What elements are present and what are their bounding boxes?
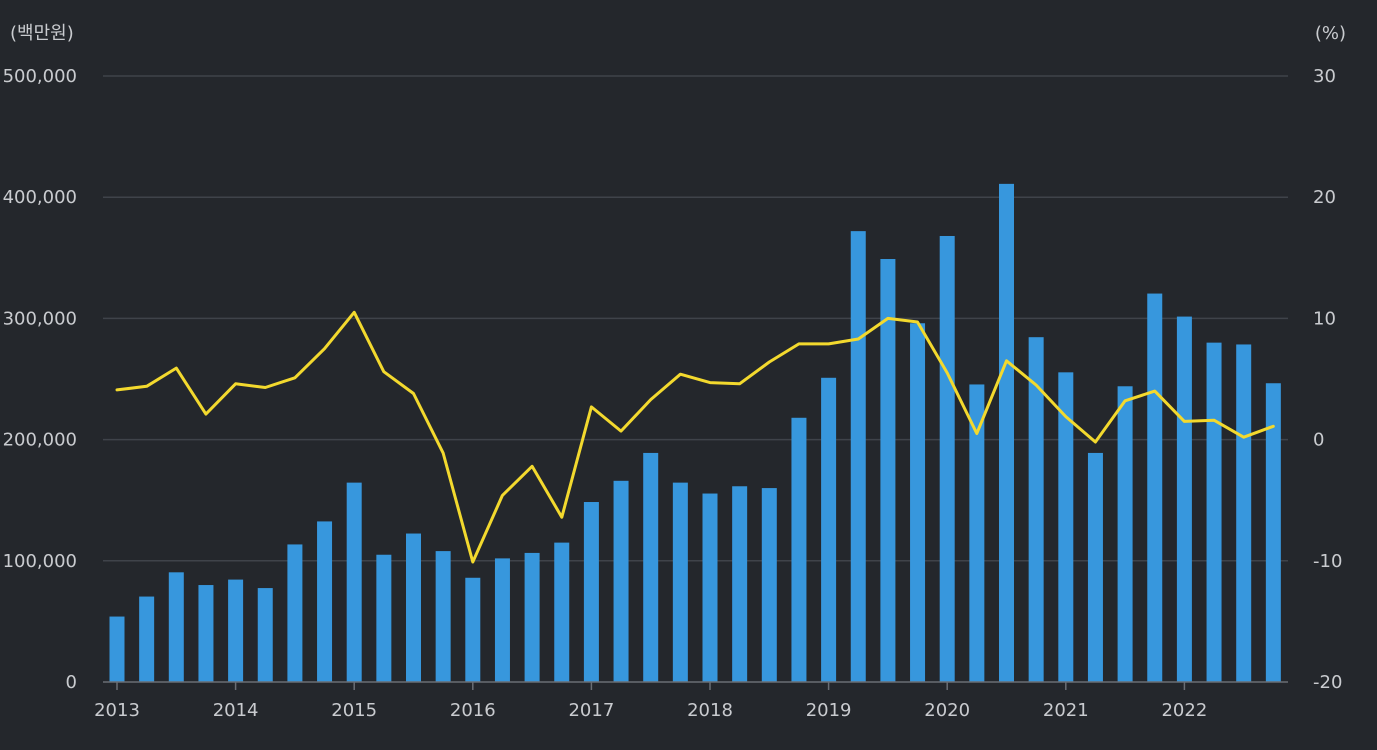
x-tick-label: 2020 xyxy=(924,700,970,721)
bar xyxy=(376,554,392,682)
bar xyxy=(168,572,184,682)
x-tick-label: 2019 xyxy=(806,700,852,721)
x-tick-label: 2013 xyxy=(94,700,140,721)
bar xyxy=(880,259,896,682)
left-tick-label: 300,000 xyxy=(3,308,77,329)
bar xyxy=(643,452,659,682)
bar xyxy=(1236,344,1252,682)
bar xyxy=(732,486,748,682)
bar xyxy=(1117,386,1133,682)
bar xyxy=(494,558,510,682)
bar xyxy=(850,231,866,683)
left-tick-label: 100,000 xyxy=(3,551,77,572)
right-tick-label: -20 xyxy=(1313,672,1342,693)
grid-lines xyxy=(103,75,1288,562)
bar xyxy=(1058,372,1074,682)
bar xyxy=(939,235,955,682)
bar xyxy=(139,596,155,682)
right-tick-label: 0 xyxy=(1313,430,1324,451)
x-tick-label: 2015 xyxy=(331,700,377,721)
bar xyxy=(583,502,599,682)
x-tick-label: 2017 xyxy=(568,700,614,721)
right-tick-label: 10 xyxy=(1313,308,1336,329)
left-tick-label: 400,000 xyxy=(3,187,77,208)
line-series xyxy=(115,310,1275,564)
bar xyxy=(465,577,481,682)
bar xyxy=(702,493,718,682)
bar xyxy=(1147,293,1163,682)
bar xyxy=(1176,316,1192,682)
bar xyxy=(346,482,362,682)
bar xyxy=(791,417,807,682)
bar xyxy=(524,552,540,682)
bar xyxy=(554,542,570,682)
bar xyxy=(1087,452,1103,682)
bar xyxy=(761,488,777,682)
bar xyxy=(969,384,985,682)
bar xyxy=(228,579,244,682)
left-tick-label: 500,000 xyxy=(3,66,77,87)
right-tick-label: -10 xyxy=(1313,551,1342,572)
bar xyxy=(435,551,451,682)
bar xyxy=(1028,337,1044,682)
x-tick-label: 2022 xyxy=(1161,700,1207,721)
bar xyxy=(198,585,214,682)
bar-series xyxy=(109,183,1281,683)
x-axis-ticks: 2013 2014 2015 2016 2017 2018 2019 2020 2021 2022 xyxy=(94,682,1207,721)
right-axis-unit: (%) xyxy=(1315,23,1346,44)
bar xyxy=(1206,342,1222,682)
right-tick-label: 20 xyxy=(1313,187,1336,208)
bar xyxy=(287,544,303,682)
bar xyxy=(672,482,688,682)
bar xyxy=(910,323,926,682)
right-axis-ticks: -20 -10 0 10 20 30 xyxy=(1313,66,1342,693)
x-tick-label: 2021 xyxy=(1043,700,1089,721)
right-tick-label: 30 xyxy=(1313,66,1336,87)
x-tick-label: 2018 xyxy=(687,700,733,721)
x-tick-label: 2016 xyxy=(450,700,496,721)
bar xyxy=(1265,383,1281,682)
bar xyxy=(109,616,125,682)
bar xyxy=(317,521,333,682)
bar xyxy=(406,533,421,682)
left-axis-ticks: 0 100,000 200,000 300,000 400,000 500,000 xyxy=(3,66,77,693)
x-tick-label: 2014 xyxy=(213,700,259,721)
left-axis-unit: (백만원) xyxy=(10,23,74,44)
bar xyxy=(257,588,273,682)
bar xyxy=(613,480,629,682)
bar xyxy=(999,183,1014,683)
bar xyxy=(821,377,837,682)
left-tick-label: 200,000 xyxy=(3,430,77,451)
left-tick-label: 0 xyxy=(66,672,77,693)
